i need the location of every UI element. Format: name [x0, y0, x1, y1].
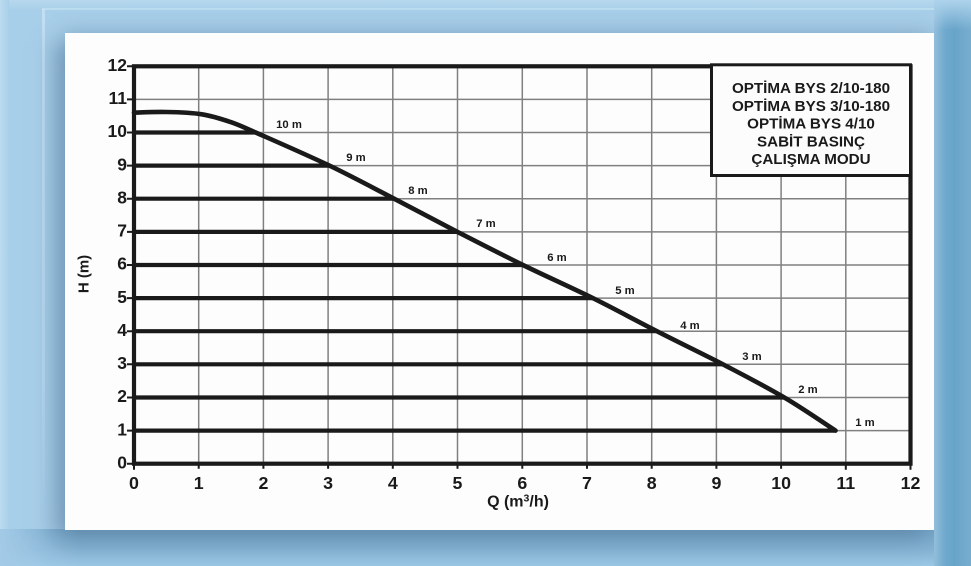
svg-text:5: 5	[453, 473, 463, 493]
svg-text:3: 3	[117, 353, 127, 373]
svg-text:H (m): H (m)	[76, 255, 93, 293]
svg-text:10 m: 10 m	[276, 119, 302, 131]
svg-text:6: 6	[517, 473, 527, 493]
svg-text:8: 8	[647, 473, 657, 493]
svg-text:0: 0	[117, 452, 127, 472]
svg-text:1: 1	[117, 419, 127, 439]
svg-text:6: 6	[117, 254, 127, 274]
svg-text:8: 8	[117, 187, 127, 207]
svg-text:10: 10	[108, 121, 128, 141]
svg-text:9: 9	[711, 473, 721, 493]
svg-text:4 m: 4 m	[680, 320, 699, 332]
svg-text:2 m: 2 m	[798, 384, 817, 396]
svg-text:9: 9	[117, 154, 127, 174]
svg-text:OPTİMA BYS 2/10-180: OPTİMA BYS 2/10-180	[732, 80, 890, 97]
svg-text:SABİT BASINÇ: SABİT BASINÇ	[757, 133, 865, 150]
svg-text:Q (m3/h): Q (m3/h)	[487, 493, 549, 511]
svg-text:1 m: 1 m	[855, 417, 874, 429]
svg-text:3 m: 3 m	[742, 351, 761, 363]
svg-text:7: 7	[117, 221, 127, 241]
svg-text:9 m: 9 m	[346, 152, 365, 164]
svg-text:ÇALIŞMA MODU: ÇALIŞMA MODU	[751, 151, 870, 168]
svg-text:12: 12	[901, 473, 921, 493]
svg-text:11: 11	[109, 88, 128, 108]
svg-text:2: 2	[258, 473, 268, 493]
svg-text:4: 4	[117, 320, 127, 340]
svg-text:11: 11	[836, 473, 855, 493]
svg-text:4: 4	[388, 473, 398, 493]
svg-text:8 m: 8 m	[408, 185, 427, 197]
svg-text:7 m: 7 m	[476, 218, 495, 230]
svg-text:1: 1	[194, 473, 204, 493]
svg-text:5: 5	[117, 287, 127, 307]
svg-text:2: 2	[117, 386, 127, 406]
svg-text:10: 10	[771, 473, 791, 493]
svg-text:6 m: 6 m	[547, 252, 566, 264]
svg-text:7: 7	[582, 473, 592, 493]
svg-text:0: 0	[129, 473, 139, 493]
svg-text:12: 12	[108, 55, 128, 75]
svg-text:5 m: 5 m	[615, 285, 634, 297]
svg-text:3: 3	[323, 473, 333, 493]
svg-text:OPTİMA BYS 4/10: OPTİMA BYS 4/10	[747, 116, 875, 133]
svg-text:OPTİMA BYS 3/10-180: OPTİMA BYS 3/10-180	[732, 98, 890, 115]
